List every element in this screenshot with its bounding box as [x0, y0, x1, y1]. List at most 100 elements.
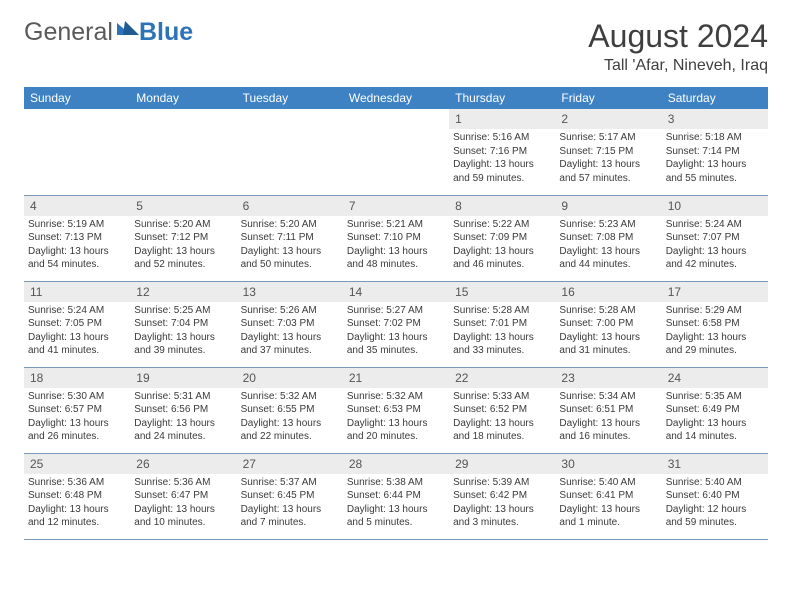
day-number: 2 — [555, 109, 661, 129]
sunrise-text: Sunrise: 5:20 AM — [241, 218, 339, 232]
day-number: 19 — [130, 368, 236, 388]
daylight-text: Daylight: 13 hours and 42 minutes. — [666, 245, 764, 272]
calendar-week-row: 1Sunrise: 5:16 AMSunset: 7:16 PMDaylight… — [24, 109, 768, 195]
sunset-text: Sunset: 7:12 PM — [134, 231, 232, 245]
calendar-week-row: 25Sunrise: 5:36 AMSunset: 6:48 PMDayligh… — [24, 453, 768, 539]
daylight-text: Daylight: 13 hours and 22 minutes. — [241, 417, 339, 444]
day-number: 27 — [237, 454, 343, 474]
sunset-text: Sunset: 6:45 PM — [241, 489, 339, 503]
calendar-cell: 22Sunrise: 5:33 AMSunset: 6:52 PMDayligh… — [449, 367, 555, 453]
sunrise-text: Sunrise: 5:39 AM — [453, 476, 551, 490]
sunset-text: Sunset: 7:07 PM — [666, 231, 764, 245]
page-header: General Blue August 2024 Tall 'Afar, Nin… — [24, 18, 768, 75]
daylight-text: Daylight: 13 hours and 24 minutes. — [134, 417, 232, 444]
calendar-cell: 13Sunrise: 5:26 AMSunset: 7:03 PMDayligh… — [237, 281, 343, 367]
calendar-cell: 19 Sunrise: 5:31 AMSunset: 6:56 PMDayligh… — [130, 367, 236, 453]
calendar-cell — [343, 109, 449, 195]
daylight-text: Daylight: 13 hours and 33 minutes. — [453, 331, 551, 358]
daylight-text: Daylight: 13 hours and 5 minutes. — [347, 503, 445, 530]
calendar-cell: 18Sunrise: 5:30 AMSunset: 6:57 PMDayligh… — [24, 367, 130, 453]
sunrise-text: Sunrise: 5:30 AM — [28, 390, 126, 404]
calendar-cell: 30Sunrise: 5:40 AMSunset: 6:41 PMDayligh… — [555, 453, 661, 539]
sunset-text: Sunset: 7:14 PM — [666, 145, 764, 159]
day-number: 12 — [130, 282, 236, 302]
sunrise-text: Sunrise: 5:19 AM — [28, 218, 126, 232]
daylight-text: Daylight: 13 hours and 3 minutes. — [453, 503, 551, 530]
calendar-cell: 25Sunrise: 5:36 AMSunset: 6:48 PMDayligh… — [24, 453, 130, 539]
day-number: 15 — [449, 282, 555, 302]
calendar-cell: 15Sunrise: 5:28 AMSunset: 7:01 PMDayligh… — [449, 281, 555, 367]
calendar-head: SundayMondayTuesdayWednesdayThursdayFrid… — [24, 87, 768, 109]
sunset-text: Sunset: 7:16 PM — [453, 145, 551, 159]
calendar-cell: 24Sunrise: 5:35 AMSunset: 6:49 PMDayligh… — [662, 367, 768, 453]
daylight-text: Daylight: 13 hours and 55 minutes. — [666, 158, 764, 185]
daylight-text: Daylight: 13 hours and 48 minutes. — [347, 245, 445, 272]
calendar-cell: 3Sunrise: 5:18 AMSunset: 7:14 PMDaylight… — [662, 109, 768, 195]
calendar-cell: 11Sunrise: 5:24 AMSunset: 7:05 PMDayligh… — [24, 281, 130, 367]
day-number: 11 — [24, 282, 130, 302]
sunrise-text: Sunrise: 5:40 AM — [666, 476, 764, 490]
sunset-text: Sunset: 7:13 PM — [28, 231, 126, 245]
daylight-text: Daylight: 12 hours and 59 minutes. — [666, 503, 764, 530]
sunrise-text: Sunrise: 5:36 AM — [28, 476, 126, 490]
daylight-text: Daylight: 13 hours and 26 minutes. — [28, 417, 126, 444]
sunrise-text: Sunrise: 5:32 AM — [347, 390, 445, 404]
calendar-week-row: 18Sunrise: 5:30 AMSunset: 6:57 PMDayligh… — [24, 367, 768, 453]
sunset-text: Sunset: 6:41 PM — [559, 489, 657, 503]
calendar-week-row: 11Sunrise: 5:24 AMSunset: 7:05 PMDayligh… — [24, 281, 768, 367]
daylight-text: Daylight: 13 hours and 57 minutes. — [559, 158, 657, 185]
day-header: Sunday — [24, 87, 130, 109]
sunset-text: Sunset: 6:49 PM — [666, 403, 764, 417]
day-number: 30 — [555, 454, 661, 474]
logo: General Blue — [24, 18, 193, 47]
day-number: 7 — [343, 196, 449, 216]
day-number: 21 — [343, 368, 449, 388]
sunrise-text: Sunrise: 5:34 AM — [559, 390, 657, 404]
daylight-text: Daylight: 13 hours and 37 minutes. — [241, 331, 339, 358]
calendar-cell: 17Sunrise: 5:29 AMSunset: 6:58 PMDayligh… — [662, 281, 768, 367]
calendar-cell: 27Sunrise: 5:37 AMSunset: 6:45 PMDayligh… — [237, 453, 343, 539]
sunrise-text: Sunrise: 5:29 AM — [666, 304, 764, 318]
sunrise-text: Sunrise: 5:23 AM — [559, 218, 657, 232]
day-header: Thursday — [449, 87, 555, 109]
daylight-text: Daylight: 13 hours and 10 minutes. — [134, 503, 232, 530]
sunrise-text: Sunrise: 5:31 AM — [134, 390, 232, 404]
sunset-text: Sunset: 7:09 PM — [453, 231, 551, 245]
calendar-cell — [24, 109, 130, 195]
sunset-text: Sunset: 7:01 PM — [453, 317, 551, 331]
calendar-cell: 16Sunrise: 5:28 AMSunset: 7:00 PMDayligh… — [555, 281, 661, 367]
sunset-text: Sunset: 7:05 PM — [28, 317, 126, 331]
sunset-text: Sunset: 6:48 PM — [28, 489, 126, 503]
calendar-cell: 5Sunrise: 5:20 AMSunset: 7:12 PMDaylight… — [130, 195, 236, 281]
sunset-text: Sunset: 7:10 PM — [347, 231, 445, 245]
sunrise-text: Sunrise: 5:27 AM — [347, 304, 445, 318]
daylight-text: Daylight: 13 hours and 18 minutes. — [453, 417, 551, 444]
page-title: August 2024 — [588, 18, 768, 55]
calendar-cell: 23Sunrise: 5:34 AMSunset: 6:51 PMDayligh… — [555, 367, 661, 453]
sunrise-text: Sunrise: 5:33 AM — [453, 390, 551, 404]
sunset-text: Sunset: 6:56 PM — [134, 403, 232, 417]
day-number: 9 — [555, 196, 661, 216]
calendar-cell: 1Sunrise: 5:16 AMSunset: 7:16 PMDaylight… — [449, 109, 555, 195]
calendar-cell: 8Sunrise: 5:22 AMSunset: 7:09 PMDaylight… — [449, 195, 555, 281]
sunset-text: Sunset: 6:57 PM — [28, 403, 126, 417]
page-subtitle: Tall 'Afar, Nineveh, Iraq — [588, 57, 768, 75]
calendar-cell: 9Sunrise: 5:23 AMSunset: 7:08 PMDaylight… — [555, 195, 661, 281]
daylight-text: Daylight: 13 hours and 16 minutes. — [559, 417, 657, 444]
calendar-cell: 28Sunrise: 5:38 AMSunset: 6:44 PMDayligh… — [343, 453, 449, 539]
logo-triangle-icon — [117, 19, 139, 40]
calendar-cell: 6Sunrise: 5:20 AMSunset: 7:11 PMDaylight… — [237, 195, 343, 281]
calendar-cell: 21Sunrise: 5:32 AMSunset: 6:53 PMDayligh… — [343, 367, 449, 453]
sunset-text: Sunset: 7:15 PM — [559, 145, 657, 159]
day-header: Friday — [555, 87, 661, 109]
sunrise-text: Sunrise: 5:18 AM — [666, 131, 764, 145]
daylight-text: Daylight: 13 hours and 52 minutes. — [134, 245, 232, 272]
day-number: 1 — [449, 109, 555, 129]
sunrise-text: Sunrise: 5:40 AM — [559, 476, 657, 490]
calendar-cell: 4Sunrise: 5:19 AMSunset: 7:13 PMDaylight… — [24, 195, 130, 281]
calendar-cell: 14Sunrise: 5:27 AMSunset: 7:02 PMDayligh… — [343, 281, 449, 367]
day-number: 17 — [662, 282, 768, 302]
sunset-text: Sunset: 7:08 PM — [559, 231, 657, 245]
daylight-text: Daylight: 13 hours and 7 minutes. — [241, 503, 339, 530]
day-header: Tuesday — [237, 87, 343, 109]
